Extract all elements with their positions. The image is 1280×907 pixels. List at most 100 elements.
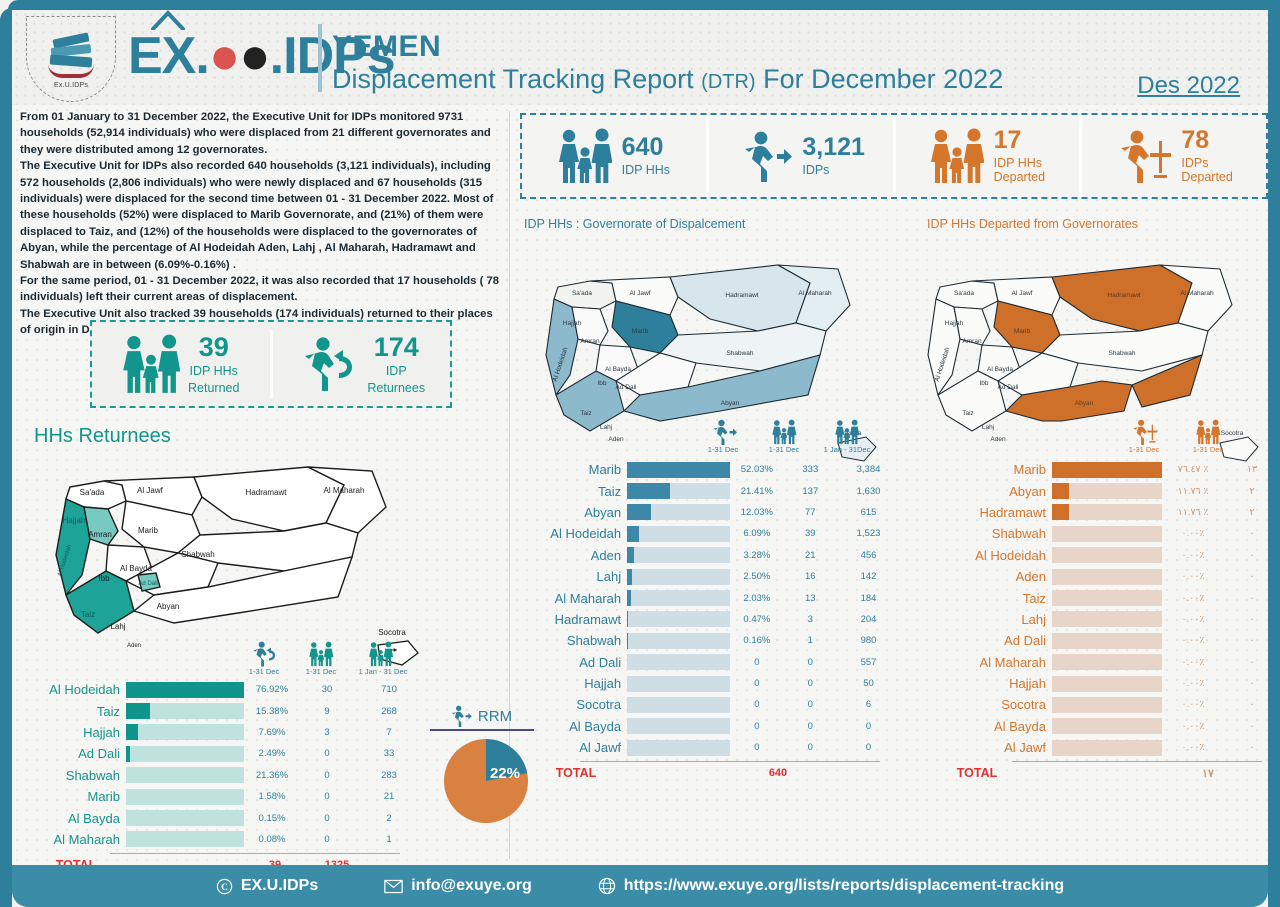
row-year-value: 33 <box>383 748 395 760</box>
total-label: TOTAL <box>555 766 597 781</box>
col-header-percent: 1-31 Dec <box>694 419 752 454</box>
row-governorate-label: Hajjah <box>83 724 120 740</box>
row-bar <box>126 681 244 698</box>
bar-track <box>1052 590 1162 607</box>
person-returning-icon <box>305 337 353 391</box>
family-icon <box>772 419 797 445</box>
svg-text:Aden: Aden <box>608 436 624 443</box>
bar-fill <box>126 724 138 741</box>
svg-text:Shabwah: Shabwah <box>1108 350 1135 357</box>
footer-copyright: C EX.U.IDPs <box>216 877 318 895</box>
svg-text:Al Bayda: Al Bayda <box>605 366 631 373</box>
returnees-section-title: HHs Returnees <box>34 425 171 447</box>
row-bar <box>1052 547 1162 564</box>
row-dec-value: ٠ <box>1249 613 1255 625</box>
footer-website-text[interactable]: https://www.exuye.org/lists/reports/disp… <box>623 877 1065 894</box>
row-governorate-label: Hadramawt <box>979 504 1046 520</box>
page-body: From 01 January to 31 December 2022, the… <box>12 105 1268 872</box>
svg-text:Taiz: Taiz <box>580 410 592 417</box>
table-row: Al Maharah ٠.٠٠٪ ٠ <box>902 652 1280 673</box>
kpi-value: 640 <box>621 133 664 161</box>
row-year-value: 21 <box>383 791 395 803</box>
table-row: Lahj ٠.٠٠٪ ٠ <box>902 609 1280 630</box>
svg-text:Ad Dali: Ad Dali <box>138 581 157 587</box>
row-dec-value: 0 <box>324 791 330 803</box>
col-header-percent: 1-31 Dec <box>234 641 294 676</box>
col-sublabel: 1-31 Dec <box>768 445 800 454</box>
kpi-label: IDP HHs <box>621 163 671 177</box>
row-bar <box>627 675 731 692</box>
svg-text:Ad Dali: Ad Dali <box>998 384 1019 391</box>
row-percent: 2.49% <box>258 748 286 760</box>
svg-text:Al Maharah: Al Maharah <box>1180 290 1214 297</box>
map-title-displacement: IDP HHs : Governorate of Dispalcement <box>524 217 746 231</box>
svg-text:Taiz: Taiz <box>81 610 95 619</box>
row-percent: ٠.٠٠٪ <box>1181 571 1205 583</box>
table-row: Taiz 21.41% 137 1,630 <box>520 480 900 501</box>
row-dec-value: 39 <box>805 528 816 540</box>
bar-track <box>126 810 244 827</box>
kpi-idp-returnees: 174 IDP Returnees <box>273 322 451 406</box>
bar-track <box>1052 504 1162 521</box>
row-governorate-label: Aden <box>1015 569 1046 585</box>
table-row: Al Jawf 0 0 0 <box>520 737 900 758</box>
row-year-value: 1,523 <box>856 528 881 540</box>
map-title-departed: IDP HHs Departed from Governorates <box>927 217 1138 231</box>
row-year-value: 50 <box>863 678 874 690</box>
row-governorate-label: Taiz <box>96 703 120 719</box>
row-percent: 0.16% <box>743 635 771 647</box>
row-bar <box>627 483 731 500</box>
row-bar <box>627 461 731 478</box>
row-governorate-label: Hajjah <box>1009 676 1046 692</box>
bar-fill <box>126 745 130 762</box>
row-percent: 2.50% <box>743 571 771 583</box>
row-governorate-label: Al Maharah <box>554 590 622 606</box>
row-dec-value: ٠ <box>1249 549 1255 561</box>
bar-track <box>627 525 731 542</box>
bar-track <box>627 675 731 692</box>
bar-fill <box>627 568 633 585</box>
kpi-idp-hhs-departed: 17 IDP HHs Departed <box>895 115 1083 197</box>
bar-fill <box>627 504 651 521</box>
table-row: Abyan ١١.٧٦ ٪ ٢ <box>902 480 1280 501</box>
row-dec-value: ٠ <box>1249 528 1255 540</box>
bar-fill <box>1052 461 1162 478</box>
svg-text:Marib: Marib <box>632 328 649 335</box>
row-percent: ٠.٠٠٪ <box>1181 678 1205 690</box>
row-year-value: 3,384 <box>856 464 881 476</box>
row-year-value: 7 <box>386 726 392 738</box>
bar-track <box>627 654 731 671</box>
row-year-value: 2 <box>386 812 392 824</box>
row-bar <box>627 568 731 585</box>
svg-text:Sa'ada: Sa'ada <box>572 290 592 297</box>
footer-website[interactable]: https://www.exuye.org/lists/reports/disp… <box>598 877 1064 895</box>
page-footer: C EX.U.IDPs info@exuye.org https://www.e… <box>12 865 1268 907</box>
rrm-underline <box>430 729 534 731</box>
row-governorate-label: Lahj <box>596 569 622 585</box>
table-row: Al Hodeidah 6.09% 39 1,523 <box>520 523 900 544</box>
globe-icon <box>598 877 615 895</box>
total-divider <box>110 853 400 855</box>
row-bar <box>126 767 244 784</box>
row-dec-value: ٢ <box>1249 485 1255 497</box>
row-governorate-label: Al Bayda <box>569 718 622 734</box>
kpi-summary-strip: 640 IDP HHs 3,121 IDPs <box>520 113 1268 199</box>
row-dec-value: 0 <box>324 812 330 824</box>
row-governorate-label: Marib <box>87 789 120 805</box>
row-governorate-label: Al Bayda <box>67 810 120 826</box>
row-governorate-label: Al Maharah <box>53 831 120 847</box>
svg-text:Hadramawt: Hadramawt <box>246 488 288 497</box>
date-badge: Des 2022 <box>1137 72 1240 99</box>
footer-email[interactable]: info@exuye.org <box>384 877 532 895</box>
kpi-label-line1: IDP <box>385 363 407 378</box>
table-rows: Marib 52.03% 333 3,384 Taiz 21.41% 137 1,630 Aby… <box>520 459 900 758</box>
bar-track <box>627 696 731 713</box>
footer-email-text[interactable]: info@exuye.org <box>411 877 532 894</box>
col-sublabel: 1-31 Dec <box>1192 445 1224 454</box>
table-row: Socotra 0 0 6 <box>520 694 900 715</box>
row-bar <box>126 703 244 720</box>
svg-text:Abyan: Abyan <box>157 602 180 611</box>
total-divider <box>580 761 880 763</box>
bar-track <box>1052 739 1162 756</box>
kpi-label: IDP HHs Departed <box>993 156 1046 184</box>
